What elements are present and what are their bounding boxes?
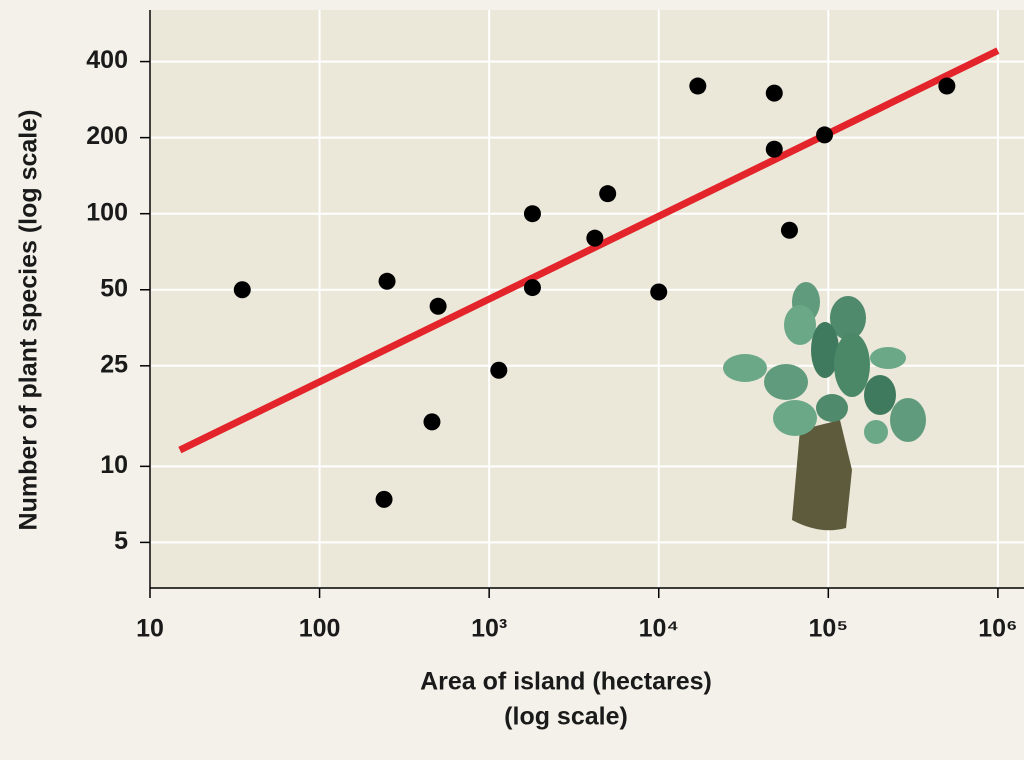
data-point (378, 272, 396, 290)
data-point (938, 77, 956, 95)
data-point (586, 229, 604, 247)
x-axis-label: Area of island (hectares) (420, 668, 712, 696)
x-tick-label: 10⁵ (809, 615, 849, 643)
data-point (523, 279, 541, 297)
fit-line (178, 47, 1000, 454)
data-point (765, 84, 783, 102)
data-point (429, 297, 447, 315)
cactus-illustration (723, 282, 926, 531)
grid (149, 10, 1024, 588)
data-point (233, 281, 251, 299)
y-tick-label: 100 (86, 198, 128, 226)
data-point (599, 185, 617, 203)
y-tick-label: 10 (100, 451, 128, 479)
data-point (375, 490, 393, 508)
x-tick-label: 10⁶ (978, 615, 1017, 643)
data-point (650, 283, 668, 301)
data-point (490, 361, 508, 379)
x-tick-label: 100 (299, 615, 341, 643)
x-tick-label: 10³ (471, 615, 507, 643)
data-point (523, 205, 541, 223)
data-point (423, 413, 441, 431)
y-tick-label: 5 (114, 527, 128, 555)
x-tick-label: 10⁴ (639, 615, 679, 643)
y-axis-label: Number of plant species (log scale) (15, 110, 43, 531)
y-tick-label: 50 (100, 274, 128, 302)
y-tick-label: 25 (100, 350, 128, 378)
data-point (689, 77, 707, 95)
plot-area (150, 10, 1024, 588)
data-point (765, 140, 783, 158)
x-axis-label: (log scale) (504, 703, 628, 731)
y-tick-label: 200 (86, 122, 128, 150)
y-tick-label: 400 (86, 46, 128, 74)
x-tick-label: 10 (136, 615, 164, 643)
data-point (780, 221, 798, 239)
data-point (816, 126, 834, 144)
